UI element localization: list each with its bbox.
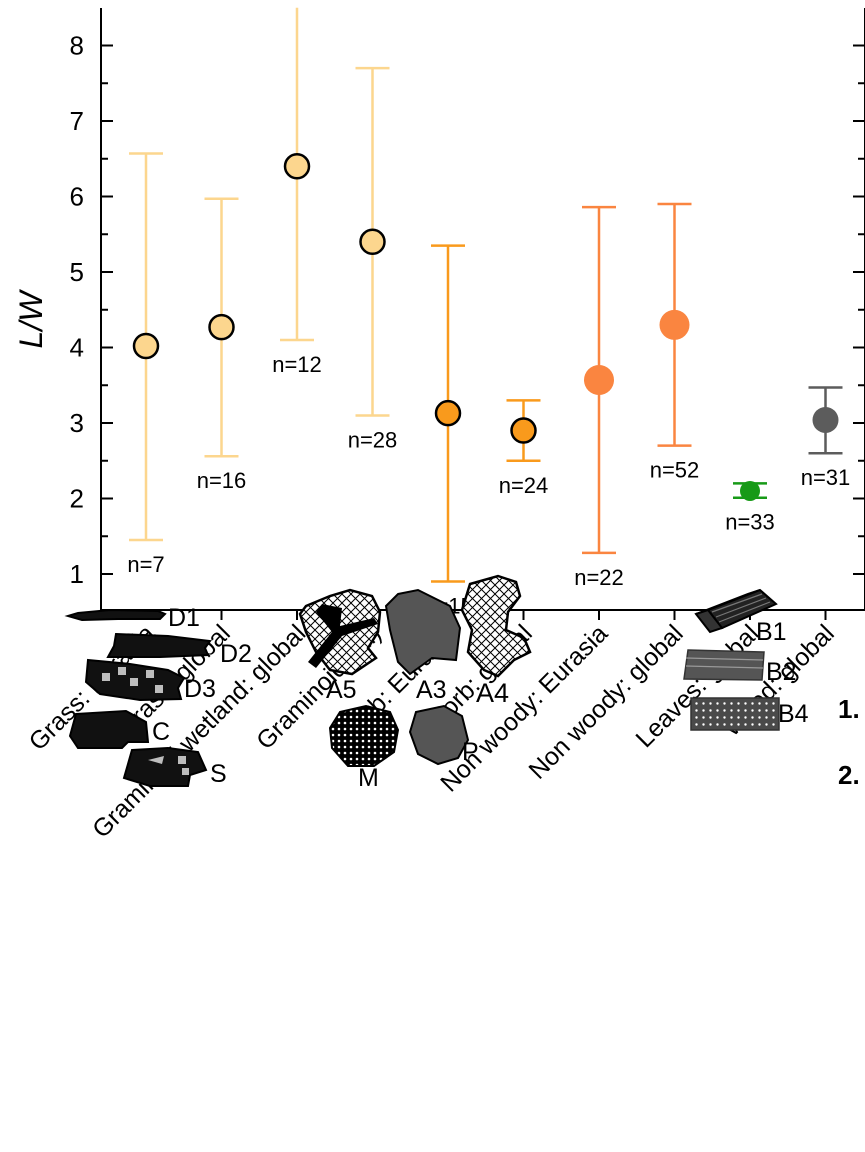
label-a5: A5: [326, 676, 357, 704]
y-axis-ticks: 1 2 3 4 5 6 7 8: [70, 31, 113, 589]
label-d1: D1: [168, 604, 200, 632]
y-tick-label: 2: [70, 484, 84, 514]
shape-b1: B1: [694, 588, 787, 646]
n-label: n=24: [499, 473, 549, 498]
shape-m: M: [328, 704, 400, 792]
data-points: [132, 153, 839, 501]
y-tick-label: 6: [70, 182, 84, 212]
y-tick-label: 7: [70, 106, 84, 136]
shape-a5: A5: [298, 588, 382, 704]
shape-a4: A4: [460, 574, 532, 708]
n-label: n=52: [650, 458, 700, 483]
shape-a3: A3: [384, 588, 462, 704]
data-point: [812, 406, 839, 433]
label-d2: D2: [220, 640, 252, 668]
data-point: [132, 332, 160, 360]
n-label: n=22: [574, 565, 624, 590]
shape-d2: D2: [106, 632, 252, 668]
label-a3: A3: [416, 676, 447, 704]
data-point: [283, 153, 311, 180]
label-d3: D3: [184, 675, 216, 703]
label-c: C: [152, 718, 170, 746]
shape-b2: B2: [683, 649, 797, 686]
data-point: [510, 417, 537, 444]
n-label: n=31: [801, 465, 851, 490]
label-b2: B2: [766, 658, 797, 686]
y-tick-label: 5: [70, 257, 84, 287]
data-point: [434, 399, 462, 427]
label-b1: B1: [756, 618, 787, 646]
label-a4: A4: [476, 678, 509, 708]
section-number-1: 1.: [838, 694, 860, 724]
shape-d3: D3: [84, 658, 216, 703]
n-label: n=16: [197, 468, 247, 493]
y-tick-label: 3: [70, 408, 84, 438]
n-label: n=12: [272, 352, 322, 377]
y-tick-label: 8: [70, 31, 84, 61]
data-point: [659, 309, 690, 340]
shape-b4: B4: [690, 697, 809, 731]
n-label: n=33: [725, 510, 775, 535]
shape-legend: D1 D2 D3 C S: [64, 574, 860, 792]
shape-c: C: [68, 709, 170, 749]
y-tick-label: 1: [70, 559, 84, 589]
data-point: [740, 480, 760, 501]
shape-p: P: [408, 704, 479, 766]
label-b4: B4: [778, 700, 809, 728]
shape-d1: D1: [64, 604, 200, 632]
data-point: [359, 228, 386, 256]
n-label: n=28: [348, 427, 398, 452]
label-s: S: [210, 760, 227, 788]
y-tick-label: 4: [70, 333, 84, 363]
error-bars: [129, 7, 843, 583]
right-axis-ticks: [853, 44, 865, 575]
y-axis-title: L/W: [13, 289, 49, 349]
label-m: M: [358, 764, 379, 792]
shape-s: S: [122, 746, 227, 788]
data-point: [208, 313, 235, 341]
label-p: P: [462, 738, 479, 766]
n-label: n=7: [127, 552, 164, 577]
data-point: [584, 364, 614, 395]
section-number-2: 2.: [838, 760, 860, 790]
